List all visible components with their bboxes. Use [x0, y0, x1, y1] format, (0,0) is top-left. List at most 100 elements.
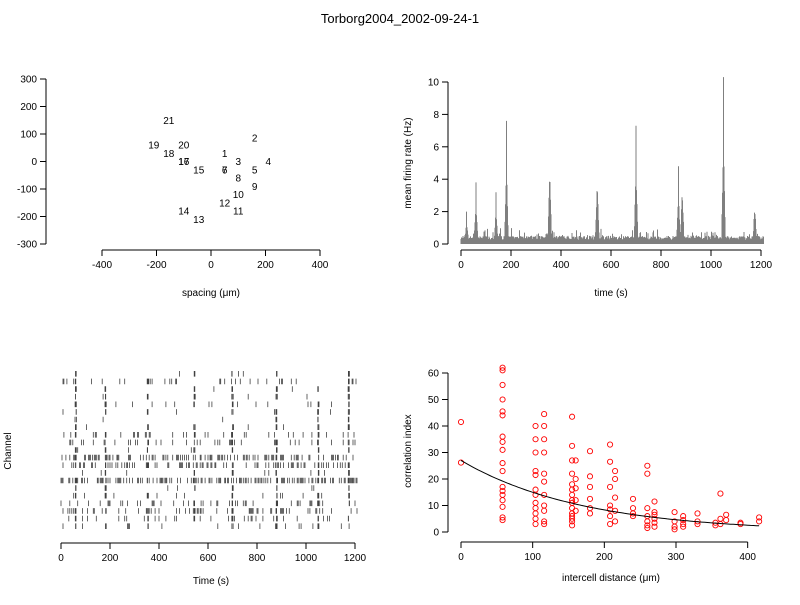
corr-y-axis-title: correlation index — [403, 414, 414, 487]
electrode-label: 6 — [222, 165, 228, 176]
correlation-point — [499, 364, 506, 371]
correlation-point — [541, 507, 548, 514]
correlation-point — [607, 458, 614, 465]
channel-spike-row — [62, 378, 357, 385]
corr-y-tick-label: 30 — [428, 448, 440, 459]
channel-spike-row — [75, 371, 350, 377]
corr-x-axis-title: intercell distance (μm) — [562, 573, 660, 584]
correlation-point — [532, 499, 539, 506]
correlation-point — [532, 471, 539, 479]
corr-y-tick-label: 10 — [428, 501, 440, 512]
correlation-point — [569, 505, 576, 512]
correlation-point — [651, 515, 658, 522]
correlation-point — [717, 490, 724, 497]
raster-x-tick-label: 600 — [200, 553, 217, 564]
correlation-point — [457, 459, 465, 466]
correlation-point — [569, 470, 576, 477]
correlation-point — [612, 518, 619, 525]
correlation-point — [499, 396, 506, 403]
electrode-label: 9 — [252, 182, 258, 193]
raster-x-tick-label: 400 — [151, 553, 168, 564]
rate-x-tick-label: 0 — [458, 260, 464, 271]
raster-x-tick-label: 1000 — [295, 553, 318, 564]
correlation-point — [572, 475, 579, 483]
electrode-label: 18 — [163, 149, 175, 160]
correlation-point — [541, 422, 548, 430]
correlation-point — [644, 518, 651, 525]
spike-raster-panel: Time (s) Channel 0 200 400 600 800 1000 1200 — [3, 371, 367, 587]
correlation-point — [756, 514, 763, 521]
layout-y-tick-label: -300 — [17, 240, 37, 251]
correlation-point — [499, 503, 506, 510]
electrode-label: 20 — [178, 141, 190, 152]
correlation-point — [756, 518, 763, 525]
correlation-point — [569, 442, 576, 449]
channel-spike-row — [62, 508, 358, 514]
raster-x-tick-label: 0 — [58, 553, 64, 564]
channel-spike-row — [60, 500, 356, 507]
correlation-point — [612, 507, 619, 514]
correlation-point — [629, 495, 637, 502]
correlation-point — [499, 517, 506, 524]
correlation-point — [680, 523, 687, 530]
correlation-point — [541, 502, 548, 509]
correlation-point — [680, 521, 687, 528]
correlation-panel: intercell distance (μm) correlation inde… — [403, 364, 763, 584]
correlation-point — [586, 483, 594, 491]
raster-x-tick-label: 1200 — [344, 553, 367, 564]
electrode-label: 10 — [233, 190, 245, 201]
channel-spike-row — [75, 393, 350, 400]
rate-x-tick-label: 600 — [603, 260, 620, 271]
channel-spike-row — [61, 454, 354, 461]
electrode-label: 5 — [252, 165, 258, 176]
rate-y-tick-label: 6 — [433, 142, 439, 153]
correlation-point — [671, 509, 678, 516]
correlation-point — [612, 494, 619, 501]
layout-y-tick-label: -100 — [17, 185, 37, 196]
correlation-point — [671, 523, 678, 530]
correlation-point — [541, 518, 548, 525]
correlation-point — [541, 470, 548, 477]
layout-x-tick-label: 200 — [257, 260, 274, 271]
raster-x-axis-title: Time (s) — [193, 576, 229, 587]
layout-x-tick-label: 400 — [312, 260, 329, 271]
correlation-point — [541, 449, 548, 456]
correlation-point — [586, 448, 594, 455]
rate-y-tick-label: 0 — [433, 240, 439, 251]
correlation-point — [569, 491, 576, 498]
correlation-point — [644, 505, 651, 512]
correlation-point — [644, 462, 651, 469]
rate-x-tick-label: 800 — [653, 260, 670, 271]
correlation-point — [499, 487, 506, 494]
correlation-point — [541, 436, 548, 443]
layout-y-tick-label: 300 — [20, 75, 37, 86]
correlation-point — [569, 522, 576, 529]
corr-x-tick-label: 200 — [596, 552, 613, 563]
corr-y-tick-label: 20 — [428, 475, 440, 486]
firing-rate-panel: time (s) mean firing rate (Hz) 0 200 400 60… — [403, 77, 773, 299]
rate-y-tick-label: 10 — [428, 78, 440, 89]
channel-spike-row — [73, 492, 350, 499]
correlation-point — [569, 518, 576, 525]
channel-spike-row — [68, 515, 349, 522]
rate-x-tick-label: 400 — [553, 260, 570, 271]
electrode-label: 19 — [148, 141, 160, 152]
correlation-point — [612, 467, 619, 475]
channel-spike-row — [75, 386, 350, 392]
correlation-point — [651, 498, 658, 505]
layout-x-tick-label: -200 — [146, 260, 166, 271]
channel-spike-row — [74, 416, 350, 423]
correlation-point — [499, 408, 506, 415]
electrode-label: 17 — [178, 157, 190, 168]
channel-spike-row — [74, 401, 350, 408]
channel-spike-row — [75, 424, 350, 430]
electrode-label: 12 — [219, 198, 231, 209]
electrode-label: 21 — [163, 116, 175, 127]
correlation-point — [532, 436, 539, 443]
layout-x-axis-title: spacing (μm) — [182, 288, 240, 299]
rate-y-tick-label: 2 — [433, 207, 439, 218]
correlation-point — [644, 522, 651, 529]
correlation-point — [569, 457, 576, 464]
correlation-point — [541, 521, 548, 528]
